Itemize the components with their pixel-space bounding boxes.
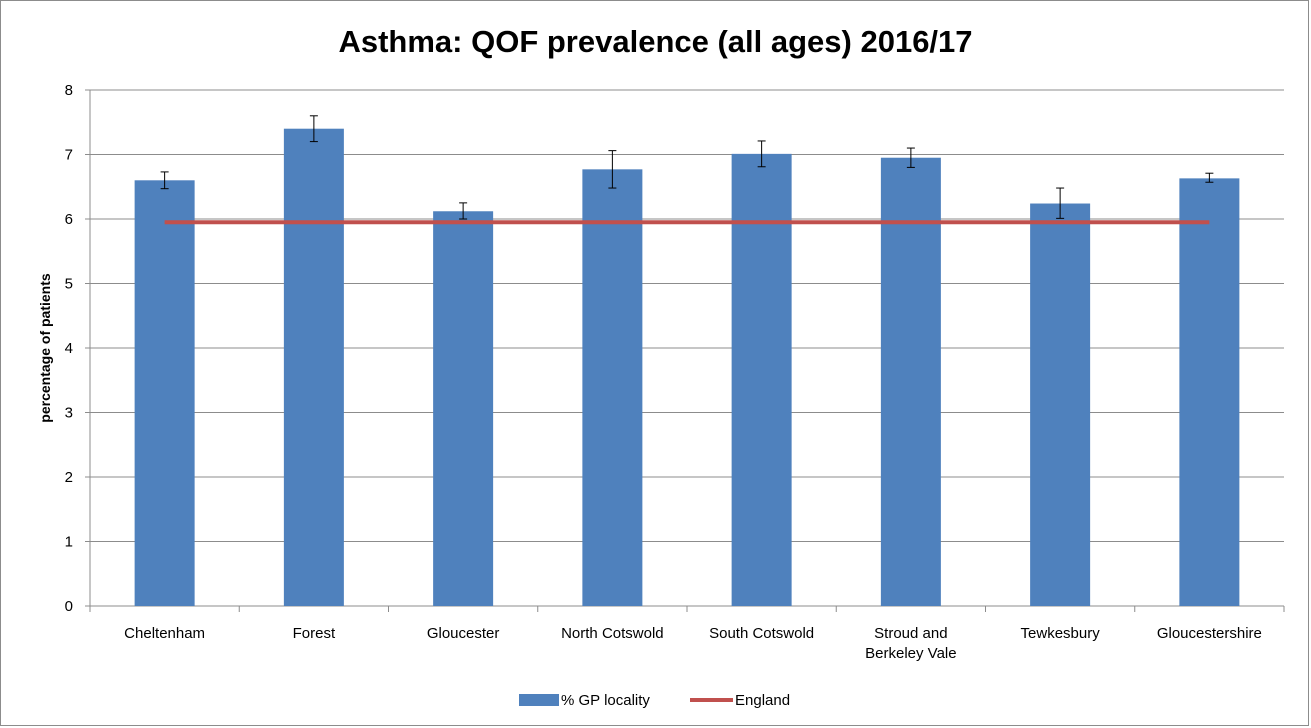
bar bbox=[1030, 203, 1091, 606]
bar bbox=[582, 169, 643, 606]
x-tick-label-line: Berkeley Vale bbox=[865, 645, 956, 662]
y-tick-label: 0 bbox=[65, 598, 73, 615]
legend: % GP locality England bbox=[519, 692, 790, 709]
x-tick-label: South Cotswold bbox=[709, 625, 814, 642]
legend-label-line: England bbox=[735, 692, 790, 709]
bar bbox=[880, 157, 941, 606]
bar bbox=[134, 180, 195, 607]
x-tick-label: Cheltenham bbox=[124, 625, 205, 642]
x-tick-label-line: Cheltenham bbox=[124, 625, 205, 642]
y-tick-label: 2 bbox=[65, 469, 73, 486]
y-tick-label: 3 bbox=[65, 405, 73, 422]
y-axis-title: percentage of patients bbox=[37, 273, 53, 423]
y-tick-label: 4 bbox=[65, 340, 73, 357]
x-tick-label-line: Gloucestershire bbox=[1157, 625, 1262, 642]
bar bbox=[1179, 178, 1240, 607]
x-tick-label: Stroud and Berkeley Vale bbox=[865, 625, 956, 662]
bar bbox=[433, 211, 494, 606]
x-tick-label: Forest bbox=[293, 625, 336, 642]
legend-label-bar: % GP locality bbox=[561, 692, 650, 709]
y-tick-label: 6 bbox=[65, 211, 73, 228]
bars bbox=[134, 128, 1240, 607]
gridlines bbox=[90, 89, 1284, 542]
x-tick-label: Gloucestershire bbox=[1157, 625, 1262, 642]
x-tick-label-line: Forest bbox=[293, 625, 336, 642]
chart-title: Asthma: QOF prevalence (all ages) 2016/1… bbox=[338, 24, 973, 59]
x-tick-label-line: South Cotswold bbox=[709, 625, 814, 642]
x-tick-label-line: North Cotswold bbox=[561, 625, 664, 642]
y-tick-label: 1 bbox=[65, 534, 73, 551]
x-tick-label: Gloucester bbox=[427, 625, 500, 642]
legend-swatch-bar bbox=[519, 694, 559, 706]
error-bars bbox=[160, 115, 1214, 220]
x-tick-label-line: Stroud and bbox=[874, 625, 947, 642]
x-tick-label: North Cotswold bbox=[561, 625, 664, 642]
x-tick-label-line: Gloucester bbox=[427, 625, 500, 642]
labels: 0 1 2 3 4 5 6 7 8 Cheltenham Forest Gloucester North… bbox=[37, 82, 1262, 662]
bar bbox=[731, 153, 792, 607]
y-tick-label: 5 bbox=[65, 276, 73, 293]
bar bbox=[283, 128, 344, 606]
y-tick-label: 7 bbox=[65, 147, 73, 164]
x-tick-label: Tewkesbury bbox=[1021, 625, 1101, 642]
y-tick-label: 8 bbox=[65, 82, 73, 99]
axes bbox=[85, 89, 1285, 612]
x-tick-label-line: Tewkesbury bbox=[1021, 625, 1101, 642]
